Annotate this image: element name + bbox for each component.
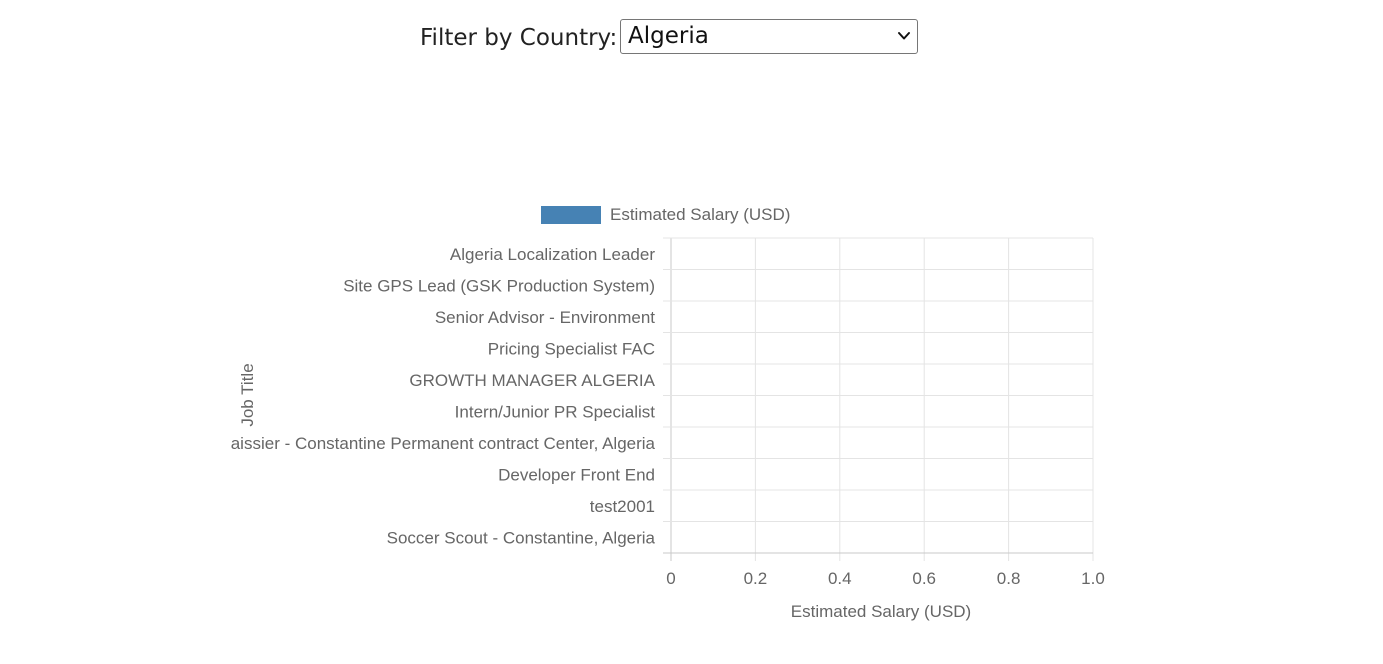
chart-grid <box>663 237 1094 561</box>
y-tick-label: Site GPS Lead (GSK Production System) <box>343 276 655 295</box>
x-tick-label: 0 <box>666 569 675 588</box>
x-tick-label: 0.6 <box>912 569 936 588</box>
y-tick-label: Caissier - Constantine Permanent contrac… <box>218 434 655 453</box>
country-select[interactable]: Algeria <box>620 19 918 54</box>
y-axis-labels: Algeria Localization Leader Site GPS Lead… <box>218 245 656 548</box>
filter-label: Filter by Country: <box>420 24 618 51</box>
x-axis-title: Estimated Salary (USD) <box>791 602 971 621</box>
legend-label: Estimated Salary (USD) <box>610 205 790 224</box>
x-axis-labels: 0 0.2 0.4 0.6 0.8 1.0 <box>666 569 1105 588</box>
chart-legend: Estimated Salary (USD) <box>541 205 790 224</box>
y-tick-label: GROWTH MANAGER ALGERIA <box>409 371 655 390</box>
x-tick-label: 0.4 <box>828 569 852 588</box>
legend-swatch <box>541 206 601 224</box>
y-tick-label: test2001 <box>590 497 655 516</box>
y-tick-label: Intern/Junior PR Specialist <box>455 402 656 421</box>
y-axis-title: Job Title <box>238 363 257 426</box>
x-tick-label: 0.8 <box>997 569 1021 588</box>
y-tick-label: Soccer Scout - Constantine, Algeria <box>387 528 656 547</box>
country-select-value: Algeria <box>628 23 709 49</box>
chevron-down-icon <box>898 32 910 40</box>
filter-bar: Filter by Country: <box>420 19 617 56</box>
x-tick-label: 1.0 <box>1081 569 1105 588</box>
x-tick-label: 0.2 <box>744 569 768 588</box>
y-tick-label: Algeria Localization Leader <box>450 245 655 264</box>
y-tick-label: Senior Advisor - Environment <box>435 308 655 327</box>
y-tick-label: Pricing Specialist FAC <box>488 339 655 358</box>
y-tick-label: Developer Front End <box>498 465 655 484</box>
